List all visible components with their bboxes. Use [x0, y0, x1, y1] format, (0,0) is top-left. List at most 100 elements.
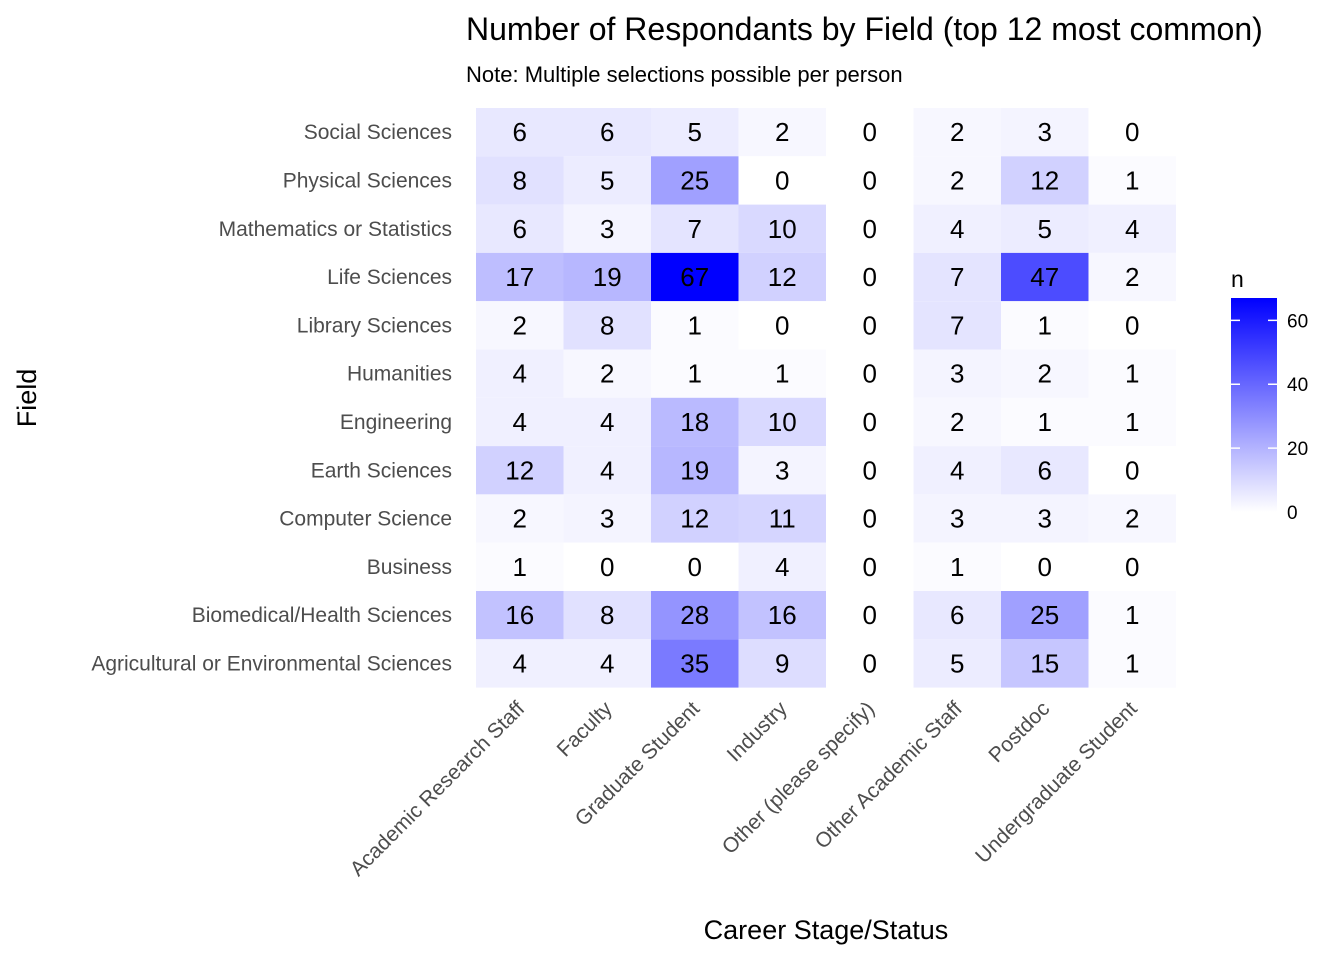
chart-subtitle: Note: Multiple selections possible per p…: [466, 62, 903, 87]
legend-tick-label: 60: [1287, 311, 1308, 332]
heatmap-cell: [1001, 204, 1089, 253]
cell-value-label: 25: [680, 165, 709, 195]
cell-value-label: 2: [1125, 262, 1139, 292]
cell-value-label: 4: [513, 648, 527, 678]
cell-value-label: 0: [863, 214, 877, 244]
heatmap-cell: [826, 494, 914, 543]
heatmap-cell: [738, 252, 826, 302]
heatmap-cell: [651, 494, 739, 543]
heatmap-cell: [651, 204, 739, 253]
heatmap-cell: [563, 252, 651, 302]
cell-value-label: 2: [513, 310, 527, 340]
cell-value-label: 2: [950, 117, 964, 147]
heatmap-cell: [826, 301, 914, 350]
cell-value-label: 6: [600, 117, 614, 147]
cell-value-label: 7: [688, 214, 702, 244]
cell-value-label: 3: [1038, 117, 1052, 147]
heatmap-cell: [563, 301, 651, 350]
heatmap-cell: [476, 108, 564, 157]
legend-tick-label: 40: [1287, 375, 1308, 396]
heatmap-cell: [476, 252, 564, 302]
heatmap-cell: [738, 301, 826, 350]
cell-value-label: 1: [513, 552, 527, 582]
cell-value-label: 12: [1030, 165, 1059, 195]
cell-value-label: 0: [1125, 455, 1139, 485]
legend-ticks: 0 20 40 60: [1231, 311, 1308, 524]
cell-value-label: 7: [950, 262, 964, 292]
cell-value-label: 8: [600, 600, 614, 630]
cell-value-label: 10: [768, 407, 797, 437]
cell-value-label: 2: [513, 504, 527, 534]
heatmap-cell: [913, 446, 1001, 495]
y-tick-label: Library Sciences: [297, 314, 452, 337]
heatmap-cell: [1001, 591, 1089, 640]
cell-value-label: 4: [950, 455, 964, 485]
heatmap-cell: [651, 349, 739, 398]
cell-value-label: 17: [505, 262, 534, 292]
cell-value-label: 1: [950, 552, 964, 582]
x-tick-label: Undergraduate Student: [971, 697, 1142, 868]
cell-value-label: 0: [863, 552, 877, 582]
heatmap-cell: [651, 639, 739, 688]
y-tick-label: Life Sciences: [327, 266, 452, 289]
cell-value-label: 0: [1125, 552, 1139, 582]
heatmap-cell: [476, 591, 564, 640]
heatmap-cell: [913, 108, 1001, 157]
heatmap-cell: [651, 446, 739, 495]
cell-value-label: 2: [1125, 504, 1139, 534]
heatmap-cell: [913, 397, 1001, 447]
cell-value-label: 4: [600, 648, 614, 678]
x-axis-title: Career Stage/Status: [704, 915, 949, 945]
heatmap-cell: [476, 204, 564, 253]
cell-value-label: 8: [513, 165, 527, 195]
cell-value-label: 0: [863, 165, 877, 195]
y-tick-label: Engineering: [340, 411, 452, 434]
cell-value-label: 15: [1030, 648, 1059, 678]
cell-value-label: 0: [688, 552, 702, 582]
cell-value-label: 1: [1125, 359, 1139, 389]
heatmap-cell: [476, 349, 564, 398]
legend-tick-label: 0: [1287, 503, 1298, 524]
y-tick-label: Computer Science: [279, 508, 452, 531]
heatmap-cell: [476, 446, 564, 495]
cell-value-label: 6: [513, 117, 527, 147]
cell-value-label: 19: [593, 262, 622, 292]
cell-value-label: 2: [950, 165, 964, 195]
heatmap-cell: [651, 301, 739, 350]
cell-value-label: 4: [513, 407, 527, 437]
cell-value-label: 4: [513, 359, 527, 389]
cell-value-label: 5: [950, 648, 964, 678]
heatmap-cell: [651, 542, 739, 591]
x-tick-label: Postdoc: [984, 697, 1054, 767]
heatmap-cell: [1001, 349, 1089, 398]
cell-value-label: 28: [680, 600, 709, 630]
cell-value-label: 9: [775, 648, 789, 678]
heatmap-cell: [913, 252, 1001, 302]
cell-value-label: 1: [1125, 600, 1139, 630]
cell-value-label: 4: [600, 455, 614, 485]
heatmap-cell: [913, 542, 1001, 591]
cell-value-label: 12: [768, 262, 797, 292]
heatmap-cell: [738, 591, 826, 640]
y-tick-label: Physical Sciences: [283, 169, 452, 192]
cell-value-label: 0: [863, 310, 877, 340]
heatmap-cell: [738, 397, 826, 447]
cell-value-label: 3: [775, 455, 789, 485]
cell-value-label: 1: [1038, 407, 1052, 437]
heatmap-cell: [1088, 397, 1176, 447]
cell-value-label: 0: [863, 262, 877, 292]
cell-value-label: 3: [600, 214, 614, 244]
heatmap-cell: [1001, 252, 1089, 302]
heatmap-cell: [563, 156, 651, 205]
cell-value-label: 7: [950, 310, 964, 340]
heatmap-cell: [738, 156, 826, 205]
cell-value-label: 4: [775, 552, 789, 582]
cell-value-label: 1: [1125, 407, 1139, 437]
heatmap-cell: [826, 542, 914, 591]
cell-value-label: 1: [688, 359, 702, 389]
legend-colorbar: [1231, 298, 1277, 512]
heatmap-cell: [1088, 494, 1176, 543]
heatmap-cell: [476, 301, 564, 350]
cell-value-label: 0: [863, 407, 877, 437]
heatmap-cell: [913, 156, 1001, 205]
